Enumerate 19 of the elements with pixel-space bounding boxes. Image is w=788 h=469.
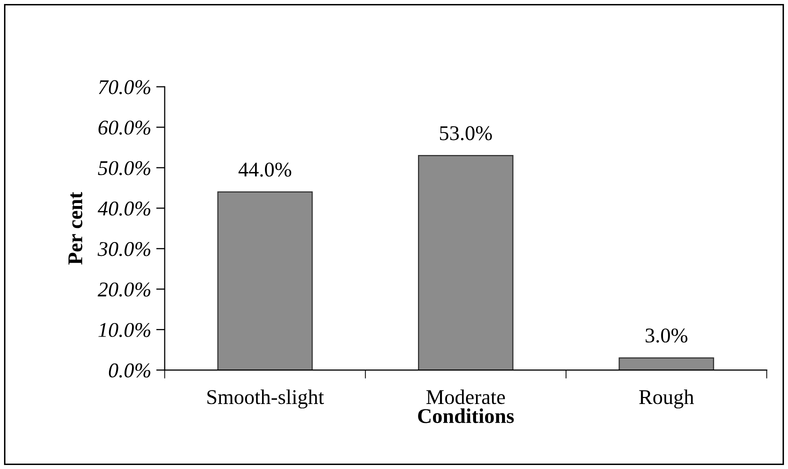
y-tick-label: 20.0% bbox=[98, 282, 150, 297]
y-tick-label: 10.0% bbox=[98, 322, 150, 338]
bar bbox=[217, 191, 313, 370]
y-tick-label: 70.0% bbox=[98, 80, 150, 94]
y-axis-title: Per cent bbox=[68, 192, 82, 265]
x-tick-label: Rough bbox=[639, 389, 694, 408]
y-tick-label: 40.0% bbox=[98, 202, 150, 216]
bar bbox=[418, 155, 514, 370]
x-axis-title: Conditions bbox=[418, 408, 514, 424]
y-tick-label: 0.0% bbox=[108, 363, 150, 378]
y-tick-label: 60.0% bbox=[98, 120, 150, 135]
bar bbox=[618, 357, 714, 370]
x-tick-label: Smooth-slight bbox=[207, 389, 324, 408]
data-label: 44.0% bbox=[238, 162, 292, 177]
data-label: 3.0% bbox=[646, 328, 688, 343]
data-label: 53.0% bbox=[440, 126, 492, 140]
y-tick-label: 30.0% bbox=[98, 242, 150, 256]
x-tick-label: Moderate bbox=[426, 389, 505, 404]
y-tick-label: 50.0% bbox=[98, 161, 150, 176]
